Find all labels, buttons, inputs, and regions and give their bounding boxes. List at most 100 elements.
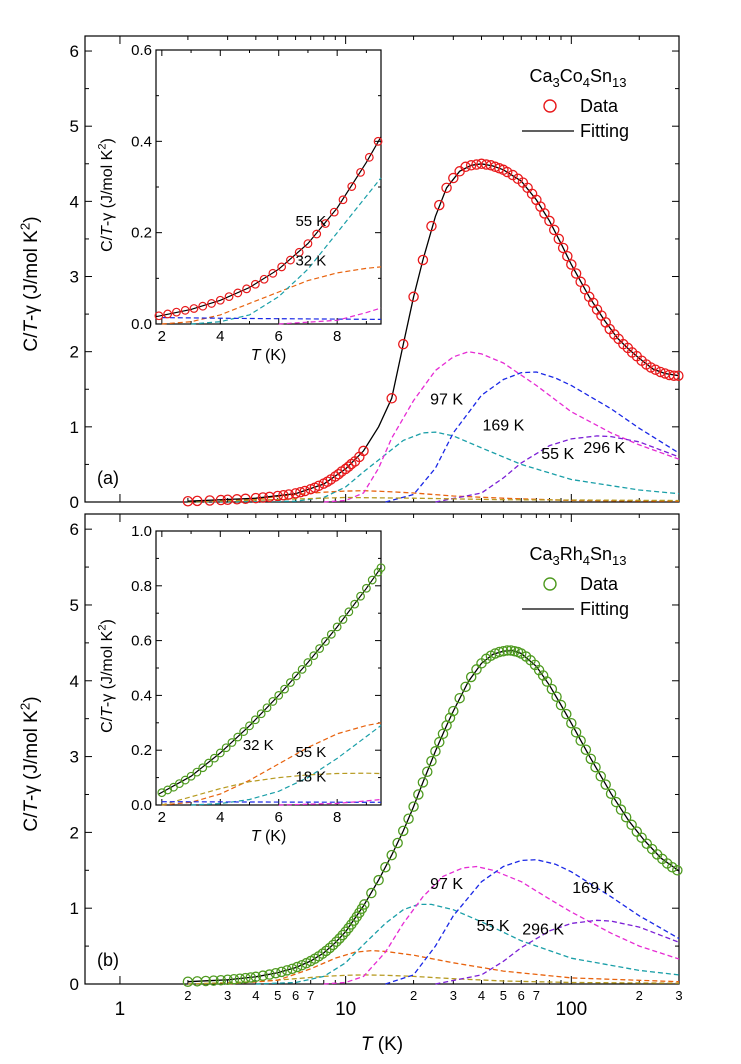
data-point — [333, 468, 344, 480]
data-point — [548, 224, 560, 236]
inset-data-point — [286, 678, 295, 687]
x-minor-tick-label: 7 — [307, 988, 314, 1003]
data-point — [655, 366, 666, 378]
data-point — [426, 755, 437, 767]
data-point — [257, 970, 269, 981]
data-point — [386, 393, 397, 404]
legend-fit-label: Fitting — [580, 599, 629, 619]
data-point — [215, 974, 227, 986]
component-label: 296 K — [522, 922, 564, 939]
component-label: 97 K — [430, 391, 463, 408]
data-point — [264, 969, 275, 980]
inset-data-point — [312, 229, 322, 239]
x-minor-tick-label: 3 — [224, 988, 231, 1003]
x-tick-label: 100 — [555, 999, 587, 1020]
y-tick-label: 4 — [70, 672, 79, 691]
x-minor-tick-label: 4 — [252, 988, 259, 1003]
legend-fit-label: Fitting — [580, 121, 629, 141]
panel-b: 0 1 2 3 4 5 6 C/T-γ (J/mol K2) (b) 97 K 169 K 55 K 2… — [17, 513, 683, 994]
y-axis-label: C/T-γ (J/mol K2) — [17, 216, 42, 351]
inset-x-tick-label: 8 — [333, 809, 341, 826]
data-point — [324, 942, 335, 954]
inset-data-point — [347, 182, 357, 191]
inset-data-point — [262, 703, 272, 713]
data-point — [544, 215, 555, 227]
data-point — [553, 233, 565, 245]
data-point — [287, 963, 298, 975]
inset-data-point — [338, 615, 348, 624]
inset-component-curve — [278, 798, 382, 806]
data-point — [600, 779, 611, 790]
data-point — [359, 899, 370, 910]
inset-data-point — [256, 709, 266, 719]
data-point — [501, 645, 513, 656]
inset-y-tick-label: 0.2 — [131, 742, 152, 759]
inset-data-point — [207, 299, 216, 308]
component-label: 97 K — [430, 876, 463, 893]
x-minor-tick-label: 4 — [478, 988, 485, 1003]
inset-data-point — [233, 732, 243, 742]
inset-x-tick-label: 6 — [275, 809, 283, 826]
data-point — [430, 746, 441, 757]
data-point — [498, 645, 509, 657]
data-point — [191, 495, 203, 507]
legend-data-marker — [543, 99, 557, 113]
data-point — [460, 681, 471, 693]
inset-data-point — [326, 629, 336, 639]
inset-component-label: 32 K — [295, 253, 326, 270]
plot-frame — [84, 513, 680, 985]
data-point — [448, 705, 459, 717]
inset-data-point — [373, 567, 383, 577]
data-point — [666, 862, 678, 873]
data-point — [295, 486, 306, 498]
x-tick-label: 10 — [335, 999, 356, 1020]
data-point — [615, 804, 627, 815]
inset-x-tick-label: 4 — [216, 809, 224, 826]
data-point — [408, 291, 419, 303]
data-point — [546, 683, 558, 695]
legend: Ca3Co4Sn13 Data Fitting — [522, 66, 629, 141]
data-point — [650, 364, 661, 375]
inset-y-tick-label: 1.0 — [131, 523, 152, 540]
inset-data-point — [356, 167, 365, 177]
data-point — [392, 837, 403, 849]
data-point — [570, 727, 582, 738]
data-point — [610, 796, 622, 808]
inset-x-tick-label: 8 — [333, 328, 341, 345]
data-point — [270, 967, 281, 979]
data-point — [200, 975, 212, 987]
inset-x-tick-label: 6 — [275, 328, 283, 345]
y-tick-label: 0 — [70, 493, 79, 512]
inset-data-point — [344, 607, 354, 617]
y-tick-label: 0 — [70, 975, 79, 994]
inset-data-point — [309, 651, 319, 661]
inset-data-point — [192, 767, 202, 777]
inset-data-point — [274, 691, 284, 700]
inset-data-point — [227, 738, 237, 747]
data-point — [448, 172, 459, 184]
inset-x-axis-label: T (K) — [251, 828, 287, 845]
inset-component-label: 55 K — [295, 213, 326, 230]
inset-y-tick-label: 0.2 — [131, 225, 152, 242]
data-point — [580, 744, 592, 756]
inset-x-axis-label: T (K) — [251, 347, 287, 364]
data-point — [673, 370, 684, 381]
inset-data-point — [329, 207, 339, 217]
data-point — [551, 691, 562, 702]
inset-y-axis-label: C/T-γ (J/mol K2) — [97, 138, 116, 252]
data-point — [272, 490, 283, 502]
inset-component-curve — [191, 725, 382, 806]
inset-data-point — [198, 763, 208, 773]
inset-data-point — [163, 309, 173, 319]
data-point — [641, 838, 653, 850]
data-point — [337, 929, 348, 941]
y-tick-label: 4 — [70, 192, 79, 211]
y-tick-label: 5 — [70, 596, 79, 615]
legend-data-marker — [543, 577, 557, 591]
inset-data-point — [259, 274, 269, 284]
inset-data-point — [303, 239, 313, 249]
inset-component-curve — [161, 722, 382, 806]
data-point — [465, 671, 477, 683]
